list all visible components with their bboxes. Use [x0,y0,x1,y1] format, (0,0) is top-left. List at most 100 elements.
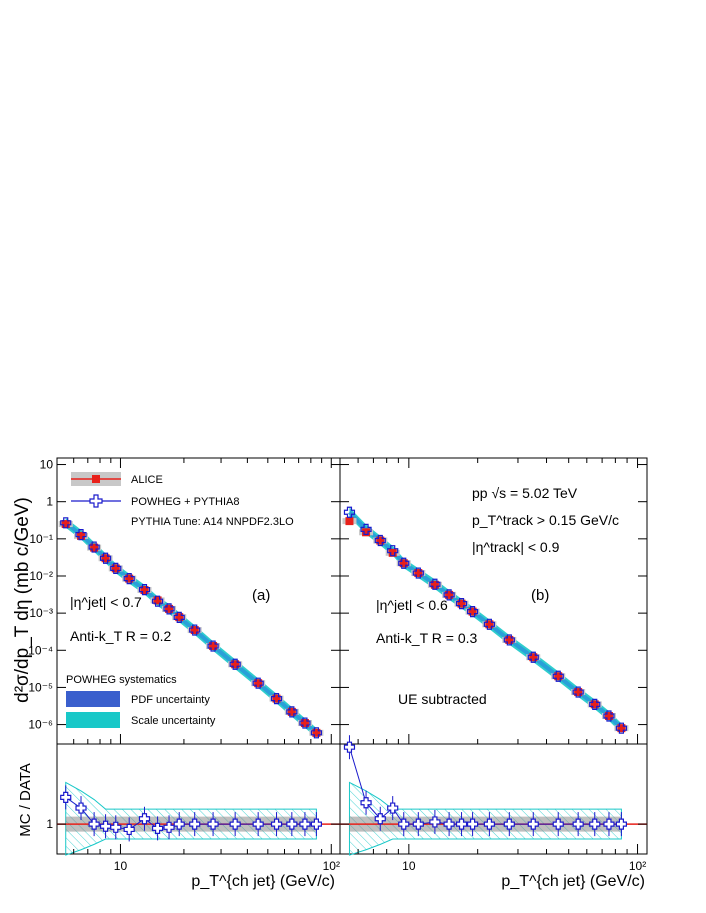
powheg-point [429,578,441,590]
powheg-point [138,584,151,596]
panel-b-eta: |η^jet| < 0.6 [376,597,448,613]
ratio-point [138,813,151,825]
alice-point [254,679,263,688]
powheg-point [466,605,479,618]
alice-point [554,672,563,681]
panel-a-label: (a) [252,587,270,604]
alice-point [165,604,174,613]
alice-point [111,564,120,573]
ratio-point [374,813,386,825]
powheg-point [286,706,298,718]
ratio-point [343,741,356,753]
alice-point [300,719,309,728]
ratio-point [429,816,441,828]
panel-b-track-pt: p_T^track > 0.15 GeV/c [472,512,619,528]
ratio-point [229,818,241,830]
ratio-point [615,818,627,830]
panel-b-track-eta: |η^track| < 0.9 [472,539,560,555]
x-tick-label: 10 [402,859,416,873]
ratio-point [151,822,164,834]
panel-b-algo: Anti-k_T R = 0.3 [376,630,478,646]
alice-point [153,596,162,605]
panel-b-ue: UE subtracted [398,691,487,707]
ratio-point [466,818,479,830]
legend-sys-title: POWHEG systematics [66,674,177,686]
powheg-point [60,517,72,529]
y-tick-label: 10⁻¹ [29,532,53,546]
ratio-point [398,818,410,830]
powheg-point [151,595,164,607]
powheg-point [398,557,410,569]
powheg-point [455,598,468,610]
ratio-point [603,818,615,830]
x-tick-label: 10 [114,859,128,873]
powheg-point [123,573,135,585]
alice-point [101,554,110,563]
alice-point [190,626,199,635]
ratio-point [163,821,175,833]
powheg-point [374,534,386,547]
alice-point [345,517,354,526]
panel-a-eta: |η^jet| < 0.7 [70,594,142,610]
alice-point [362,528,371,537]
alice-point [617,724,626,733]
powheg-point [252,677,264,689]
ratio-point [99,820,112,832]
y-tick-label: 10⁻⁶ [28,718,53,732]
y-tick-label: 10⁻³ [29,606,53,620]
powheg-point [270,693,283,705]
legend-scale-swatch [66,712,120,728]
y-axis-label-main: d²σ/dp_T dη (mb c/GeV) [12,497,33,703]
ratio-point [110,821,122,833]
alice-point [140,585,149,594]
ratio-point [173,818,185,830]
alice-point [468,607,477,616]
y-tick-label: 10⁻⁵ [28,680,53,694]
ratio-point [286,818,298,830]
powheg-point [229,658,241,670]
powheg-point [88,541,100,553]
ratio-point [552,818,564,830]
alice-point [175,613,184,622]
powheg-point [189,624,201,636]
alice-point [287,707,296,716]
legend-alice-label: ALICE [131,474,163,486]
ratio-point [60,791,72,803]
ratio-point [387,802,399,814]
powheg-point [503,634,515,646]
panel-b-label: (b) [531,587,549,604]
legend: ALICE POWHEG + PYTHIA8 PYTHIA Tune: A14 … [66,472,294,728]
alice-point [209,642,218,651]
legend-powheg-label: POWHEG + PYTHIA8 [131,496,240,508]
powheg-point [173,611,185,623]
alice-point [376,536,385,545]
powheg-point [99,552,112,564]
alice-point [125,574,134,583]
alice-point [231,660,240,669]
powheg-point [360,523,372,535]
ratio-point [88,818,100,830]
ratio-point [270,818,283,830]
y-tick-label: 10⁻² [29,569,53,583]
legend-powheg-marker [89,494,103,508]
alice-point [272,694,281,703]
legend-pdf-swatch [66,691,120,707]
powheg-point [412,567,424,579]
alice-point [457,599,466,608]
legend-scale-label: Scale uncertainty [131,715,216,727]
alice-point [77,531,86,540]
powheg-point [299,717,311,729]
powheg-point [343,506,356,518]
alice-point [430,580,439,589]
ratio-point [299,818,311,830]
ratio-point [360,797,372,809]
powheg-point [310,727,322,739]
powheg-point [163,603,175,615]
ratio-point [412,818,424,830]
alice-point [445,590,454,599]
powheg-point [387,545,399,557]
x-tick-label: 10² [323,859,340,873]
alice-point [590,700,599,709]
panel-a-algo: Anti-k_T R = 0.2 [70,628,172,644]
alice-point [90,543,99,552]
